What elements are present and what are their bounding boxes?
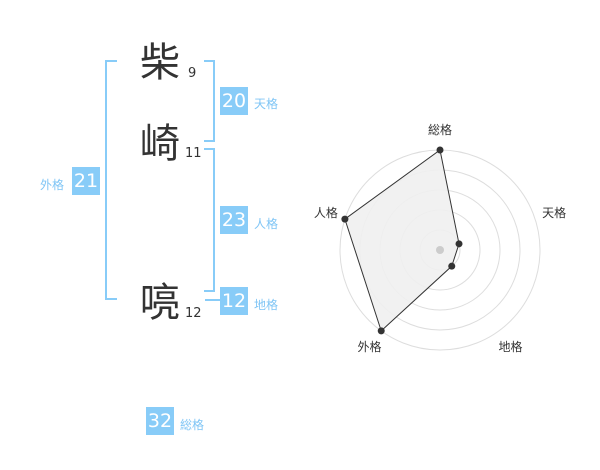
stroke-count-2: 11 bbox=[185, 146, 202, 161]
chikaku-connector bbox=[205, 299, 220, 301]
radar-axis-label: 外格 bbox=[357, 339, 381, 354]
jinkaku-bracket bbox=[204, 148, 215, 292]
name-char-3: 喨 bbox=[140, 280, 180, 326]
stroke-count-3: 12 bbox=[185, 306, 202, 321]
radar-point-1 bbox=[455, 240, 463, 248]
gaikaku-bracket bbox=[105, 60, 117, 300]
chikaku-label: 地格 bbox=[254, 298, 279, 312]
tenkaku-label: 天格 bbox=[254, 97, 279, 111]
name-char-1: 柴 bbox=[140, 40, 180, 86]
soukaku-value: 32 bbox=[146, 407, 174, 435]
radar-axis-label: 人格 bbox=[314, 205, 338, 220]
stroke-count-1: 9 bbox=[188, 66, 197, 81]
radar-center-dot bbox=[436, 246, 444, 254]
tenkaku-value: 20 bbox=[220, 87, 248, 115]
name-char-2: 崎 bbox=[140, 121, 180, 167]
gaikaku-label: 外格 bbox=[40, 178, 65, 192]
chikaku-value: 12 bbox=[220, 287, 248, 315]
jinkaku-label: 人格 bbox=[254, 217, 279, 231]
radar-polygon bbox=[344, 149, 460, 332]
tenkaku-bracket bbox=[204, 60, 215, 142]
soukaku-label: 総格 bbox=[180, 418, 205, 432]
radar-point-2 bbox=[448, 262, 456, 270]
radar-axis-label: 総格 bbox=[428, 122, 452, 137]
gaikaku-value: 21 bbox=[72, 167, 100, 195]
radar-point-3 bbox=[377, 327, 385, 335]
radar-axis-label: 地格 bbox=[499, 339, 523, 354]
radar-point-4 bbox=[341, 215, 349, 223]
radar-axis-label: 天格 bbox=[542, 205, 566, 220]
radar-point-0 bbox=[436, 146, 444, 154]
jinkaku-value: 23 bbox=[220, 206, 248, 234]
